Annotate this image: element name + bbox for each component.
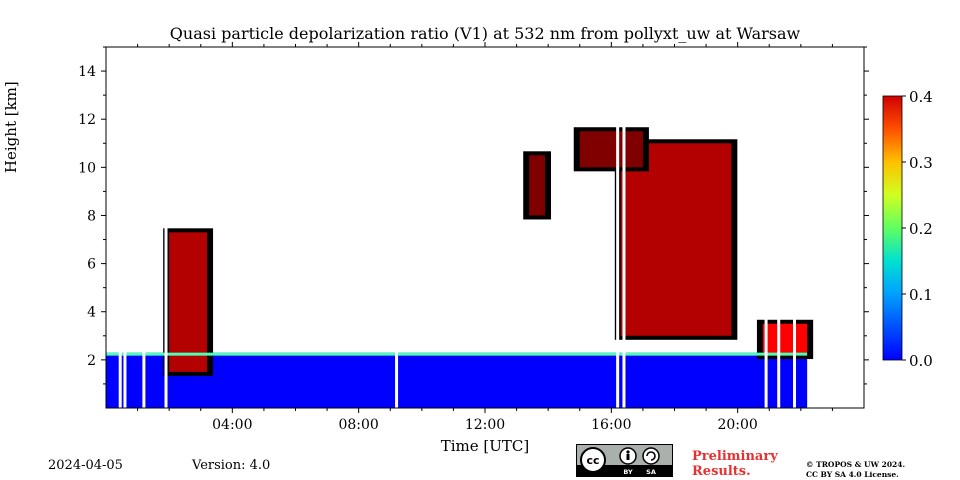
- y-axis-label: Height [km]: [2, 81, 21, 174]
- boundary-layer-aerosol: [106, 352, 808, 408]
- copyright-line2: CC BY SA 4.0 License.: [806, 470, 899, 479]
- date-label: 2024-04-05: [48, 458, 123, 473]
- colorbar: [882, 95, 903, 361]
- copyright-line1: © TROPOS & UW 2024.: [806, 460, 906, 469]
- late-evening-layer: [762, 323, 808, 356]
- evening-cirrus: [620, 143, 732, 336]
- by-label: BY: [623, 468, 633, 476]
- colorbar-tick-label-4: 0.4: [909, 88, 933, 106]
- colorbar-tick-label-3: 0.3: [909, 154, 933, 172]
- x-axis: 04:00 08:00 12:00 16:00 20:00: [137, 42, 833, 433]
- y-tick-label-4: 10: [78, 160, 96, 176]
- data-gap-1: [123, 47, 127, 408]
- cc-icon-text: cc: [586, 454, 599, 467]
- colorbar-tick-label-2: 0.2: [909, 220, 933, 238]
- preliminary-line1: Preliminary: [692, 449, 778, 464]
- x-tick-label-1: 08:00: [338, 417, 378, 433]
- heatmap-field: [106, 127, 814, 408]
- sa-icon: [642, 447, 660, 465]
- x-tick-label-4: 20:00: [717, 417, 757, 433]
- y-tick-label-1: 4: [87, 305, 96, 321]
- x-tick-label-2: 12:00: [465, 417, 505, 433]
- data-gap-5: [616, 47, 620, 408]
- cc-icon: [580, 447, 606, 473]
- x-axis-label: Time [UTC]: [440, 437, 530, 455]
- data-gap-0: [118, 47, 122, 408]
- data-gap-2: [142, 47, 146, 408]
- afternoon-cirrus: [529, 155, 546, 216]
- y-axis: 2 4 6 8 10 12 14: [78, 46, 869, 385]
- x-tick-label-3: 16:00: [591, 417, 631, 433]
- data-gap-7: [764, 47, 768, 408]
- data-gap-8: [777, 47, 781, 408]
- colorbar-ticks: 0.0 0.1 0.2 0.3 0.4: [902, 88, 933, 370]
- copyright-note: © TROPOS & UW 2024. CC BY SA 4.0 License…: [806, 460, 905, 480]
- cc-license-badge: cc BY SA: [576, 444, 673, 477]
- data-gap-4: [395, 47, 399, 408]
- data-gap-3: [164, 47, 168, 408]
- data-gaps: [118, 47, 797, 408]
- morning-dust-layer: [169, 232, 208, 372]
- preliminary-line2: Results.: [692, 464, 751, 479]
- y-tick-label-0: 2: [87, 353, 96, 369]
- y-tick-label-3: 8: [87, 208, 96, 224]
- cloud-top-layer: [579, 131, 643, 168]
- y-tick-label-5: 12: [78, 112, 96, 128]
- y-tick-label-2: 6: [87, 257, 96, 273]
- version-label: Version: 4.0: [192, 458, 271, 473]
- data-gap-6: [622, 47, 626, 408]
- sa-label: SA: [646, 468, 656, 476]
- x-tick-label-0: 04:00: [212, 417, 252, 433]
- colorbar-tick-label-0: 0.0: [909, 352, 933, 370]
- preliminary-note: Preliminary Results.: [692, 449, 778, 479]
- data-gap-9: [793, 47, 797, 408]
- y-tick-label-6: 14: [78, 64, 96, 80]
- boundary-layer-top: [106, 352, 808, 356]
- colorbar-tick-label-1: 0.1: [909, 286, 933, 304]
- chart-title: Quasi particle depolarization ratio (V1)…: [169, 24, 801, 43]
